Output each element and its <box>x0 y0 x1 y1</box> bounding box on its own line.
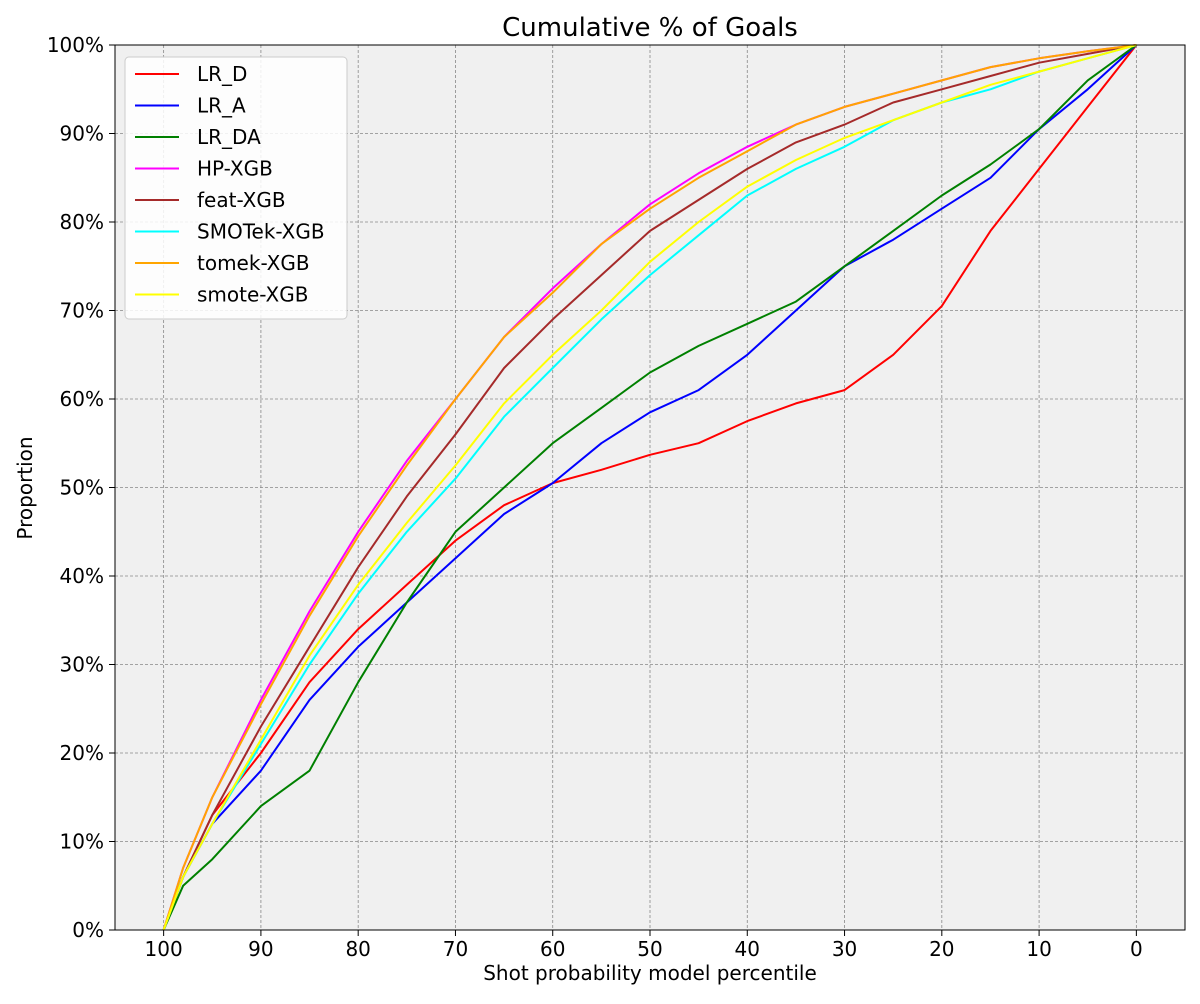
legend-label: feat-XGB <box>197 188 286 212</box>
x-tick-label: 40 <box>735 937 760 961</box>
y-tick-label: 70% <box>60 299 104 323</box>
series-line-LR_DA <box>162 44 1137 931</box>
x-axis-ticks: 100 90 80 70 60 50 40 30 20 10 0 <box>145 930 1143 961</box>
y-tick-label: 60% <box>60 387 104 411</box>
series-line-feat-XGB <box>162 44 1137 931</box>
x-tick-label: 30 <box>832 937 857 961</box>
legend-label: LR_A <box>197 94 246 118</box>
y-tick-label: 100% <box>47 33 104 57</box>
legend-box <box>124 56 348 320</box>
y-tick-label: 30% <box>60 653 104 677</box>
y-tick-label: 50% <box>60 476 104 500</box>
y-tick-label: 90% <box>60 122 104 146</box>
legend-label: tomek-XGB <box>197 251 310 275</box>
legend-label: LR_DA <box>197 125 261 149</box>
y-tick-label: 10% <box>60 830 104 854</box>
series-line-LR_D <box>162 44 1138 931</box>
chart-title: Cumulative % of Goals <box>502 13 798 43</box>
legend-label: LR_D <box>197 62 247 86</box>
x-tick-label: 10 <box>1026 937 1051 961</box>
y-axis-ticks: 0% 10% 20% 30% 40% 50% 60% 70% 80% 90% 100% <box>47 33 115 942</box>
grid-lines <box>115 44 1185 931</box>
legend-label: smote-XGB <box>197 283 308 307</box>
series-line-smote-XGB <box>162 44 1137 931</box>
series-line-tomek-XGB <box>162 44 1137 931</box>
series-line-LR_A <box>162 44 1138 931</box>
x-tick-label: 100 <box>145 937 183 961</box>
x-tick-label: 50 <box>637 937 662 961</box>
x-tick-label: 80 <box>345 937 370 961</box>
legend-label: HP-XGB <box>197 157 273 181</box>
x-tick-label: 20 <box>929 937 954 961</box>
x-tick-label: 0 <box>1130 937 1143 961</box>
x-tick-label: 90 <box>248 937 273 961</box>
y-tick-label: 40% <box>60 564 104 588</box>
series-lines <box>162 44 1138 931</box>
series-line-SMOTek-XGB <box>162 44 1137 931</box>
legend-label: SMOTek-XGB <box>197 220 325 244</box>
y-tick-label: 0% <box>72 918 104 942</box>
y-tick-label: 20% <box>60 741 104 765</box>
y-tick-label: 80% <box>60 210 104 234</box>
y-axis-label: Proportion <box>13 436 37 539</box>
x-tick-label: 70 <box>443 937 468 961</box>
x-tick-label: 60 <box>540 937 565 961</box>
x-axis-label: Shot probability model percentile <box>483 961 817 985</box>
legend: LR_D LR_A LR_DA HP-XGB feat-XGB SMOTek-XGB tom… <box>124 56 348 320</box>
